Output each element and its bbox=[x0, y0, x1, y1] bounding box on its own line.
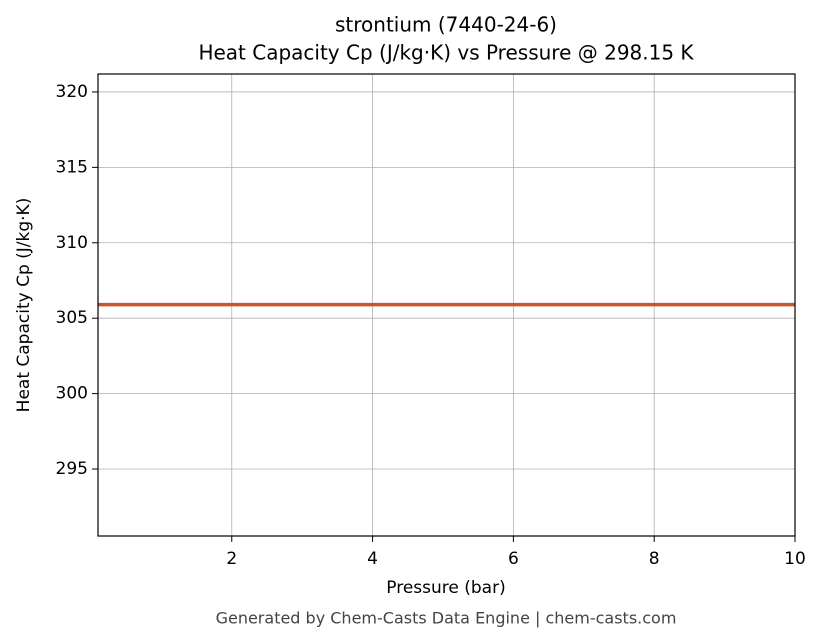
y-tick-label: 310 bbox=[56, 233, 88, 253]
x-tick-label: 8 bbox=[649, 549, 660, 569]
x-tick-label: 4 bbox=[367, 549, 378, 569]
y-tick-label: 300 bbox=[56, 384, 88, 404]
y-tick-label: 295 bbox=[56, 459, 88, 479]
x-axis-label: Pressure (bar) bbox=[386, 578, 505, 598]
y-tick-label: 315 bbox=[56, 157, 88, 177]
x-tick-label: 6 bbox=[508, 549, 519, 569]
footer: Generated by Chem-Casts Data Engine | ch… bbox=[216, 609, 677, 628]
x-tick-label: 2 bbox=[226, 549, 237, 569]
y-tick-label: 320 bbox=[56, 82, 88, 102]
y-tick-label: 305 bbox=[56, 308, 88, 328]
plot-frame bbox=[97, 73, 796, 537]
x-tick-label: 10 bbox=[784, 549, 806, 569]
y-axis-label: Heat Capacity Cp (J/kg·K) bbox=[14, 198, 34, 413]
chart-subtitle: Heat Capacity Cp (J/kg·K) vs Pressure @ … bbox=[198, 41, 694, 65]
chart-title: strontium (7440-24-6) bbox=[335, 13, 557, 37]
